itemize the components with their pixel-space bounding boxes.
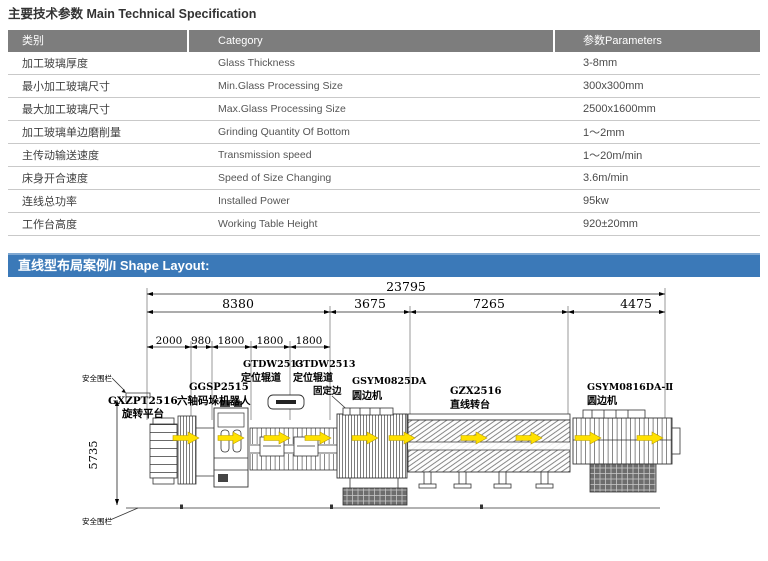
palletizing-robot-machine <box>213 400 249 488</box>
table-row: 工作台高度 Working Table Height 920±20mm <box>8 213 760 236</box>
turntable-name: 直线转台 <box>450 398 490 411</box>
safety-fence-bottom-label: 安全围栏 <box>82 516 112 526</box>
row-label-cn: 最大加工玻璃尺寸 <box>22 104 110 116</box>
roller2-name: 定位辊道 <box>293 371 333 384</box>
flow-arrow <box>217 431 245 445</box>
row-value: 3.6m/min <box>583 172 629 184</box>
rotary-platform-model: GXZPT2516 <box>108 395 178 407</box>
page-title: 主要技术参数 Main Technical Specification <box>8 7 257 21</box>
dimension-total: 23795 <box>146 280 666 297</box>
flow-arrow <box>460 431 488 445</box>
round-edge-machine-2 <box>572 409 681 493</box>
edger2-name: 圆边机 <box>587 394 617 407</box>
dim-sub-value: 1800 <box>218 335 245 347</box>
dimension-height: 5735 <box>86 399 120 506</box>
row-value: 1～20m/min <box>583 150 643 162</box>
row-label-cn: 主传动输送速度 <box>22 150 99 162</box>
flow-direction-arrows <box>172 431 664 445</box>
row-label-en: Installed Power <box>218 195 290 207</box>
col-header-parameters: 参数Parameters <box>555 30 760 52</box>
table-row: 主传动输送速度 Transmission speed 1～20m/min <box>8 144 760 167</box>
row-label-cn: 工作台高度 <box>22 219 77 231</box>
row-value: 300x300mm <box>583 80 644 92</box>
dim-section-value: 7265 <box>473 296 505 311</box>
row-value: 3-8mm <box>583 57 618 69</box>
row-label-en: Transmission speed <box>218 149 312 161</box>
table-row: 加工玻璃厚度 Glass Thickness 3-8mm <box>8 52 760 75</box>
row-label-cn: 床身开合速度 <box>22 173 88 185</box>
dim-height-value: 5735 <box>86 440 100 469</box>
table-row: 最大加工玻璃尺寸 Max.Glass Processing Size 2500x… <box>8 98 760 121</box>
round-edge-machine-1 <box>336 407 408 506</box>
row-label-cn: 最小加工玻璃尺寸 <box>22 81 110 93</box>
flow-arrow <box>636 431 664 445</box>
machine-labels: GXZPT2516 六轴码垛机器人 旋转平台 GGSP2515 GTDW2513… <box>108 359 673 420</box>
dim-sub-value: 980 <box>191 335 211 347</box>
spec-table: 类别 Category 参数Parameters 加工玻璃厚度 Glass Th… <box>8 30 760 236</box>
layout-diagram: 23795 8380 3675 7265 4475 2000 980 1800 … <box>82 280 681 526</box>
rotary-platform-machine <box>149 415 197 485</box>
spec-table-header: 类别 Category 参数Parameters <box>8 30 760 52</box>
row-label-en: Min.Glass Processing Size <box>218 80 343 92</box>
robot-model: GGSP2515 <box>189 382 249 393</box>
table-row: 连线总功率 Installed Power 95kw <box>8 190 760 213</box>
row-label-cn: 连线总功率 <box>22 196 77 208</box>
safety-fence-bottom: 安全围栏 <box>82 504 660 526</box>
dim-sub-value: 2000 <box>156 335 183 347</box>
safety-fence-top-label: 安全围栏 <box>82 373 112 383</box>
flow-arrow <box>515 431 543 445</box>
section-banner-title: 直线型布局案例/I Shape Layout: <box>18 258 210 273</box>
roller2-note: 固定边 <box>313 385 342 397</box>
flow-arrow <box>388 431 416 445</box>
row-value: 95kw <box>583 195 609 207</box>
dim-section-value: 8380 <box>222 296 254 311</box>
table-row: 加工玻璃单边磨削量 Grinding Quantity Of Bottom 1～… <box>8 121 760 144</box>
roller1-model: GTDW2513 <box>243 359 304 370</box>
roller2-model: GTDW2513 <box>295 359 356 370</box>
row-label-cn: 加工玻璃厚度 <box>22 58 88 70</box>
dim-total-value: 23795 <box>386 280 426 294</box>
row-label-en: Working Table Height <box>218 218 318 230</box>
flow-arrow <box>304 431 332 445</box>
dim-section-value: 3675 <box>354 296 386 311</box>
turntable-model: GZX2516 <box>450 386 501 397</box>
col-header-category-en: Category <box>189 30 553 52</box>
row-label-en: Grinding Quantity Of Bottom <box>218 126 350 138</box>
robot-name: 六轴码垛机器人 <box>177 394 251 407</box>
row-label-cn: 加工玻璃单边磨削量 <box>22 127 121 139</box>
linear-turntable-conveyor <box>407 413 571 489</box>
safety-fence-top: 安全围栏 <box>82 373 151 402</box>
dimension-subsections: 2000 980 1800 1800 1800 <box>146 335 331 350</box>
rotary-platform-name: 旋转平台 <box>121 407 164 420</box>
table-row: 床身开合速度 Speed of Size Changing 3.6m/min <box>8 167 760 190</box>
col-header-category-cn: 类别 <box>8 30 187 52</box>
flow-arrow <box>263 431 291 445</box>
row-value: 2500x1600mm <box>583 103 656 115</box>
machine-line-drawing <box>149 394 681 506</box>
edger1-model: GSYM0825DA <box>352 376 427 387</box>
flow-arrow <box>574 431 602 445</box>
row-value: 1～2mm <box>583 127 625 139</box>
dimension-sections: 8380 3675 7265 4475 <box>146 296 666 315</box>
row-label-en: Max.Glass Processing Size <box>218 103 346 115</box>
table-row: 最小加工玻璃尺寸 Min.Glass Processing Size 300x3… <box>8 75 760 98</box>
dim-sub-value: 1800 <box>296 335 323 347</box>
row-value: 920±20mm <box>583 218 638 230</box>
roller1-name: 定位辊道 <box>241 371 281 384</box>
row-label-en: Speed of Size Changing <box>218 172 332 184</box>
row-label-en: Glass Thickness <box>218 57 295 69</box>
flow-arrow <box>172 431 200 445</box>
edger2-model: GSYM0816DA-Ⅱ <box>587 382 673 393</box>
section-banner: 直线型布局案例/I Shape Layout: <box>8 253 760 277</box>
dim-sub-value: 1800 <box>257 335 284 347</box>
flow-arrow <box>351 431 379 445</box>
dim-section-value: 4475 <box>620 296 652 311</box>
edger1-name: 圆边机 <box>352 389 382 402</box>
